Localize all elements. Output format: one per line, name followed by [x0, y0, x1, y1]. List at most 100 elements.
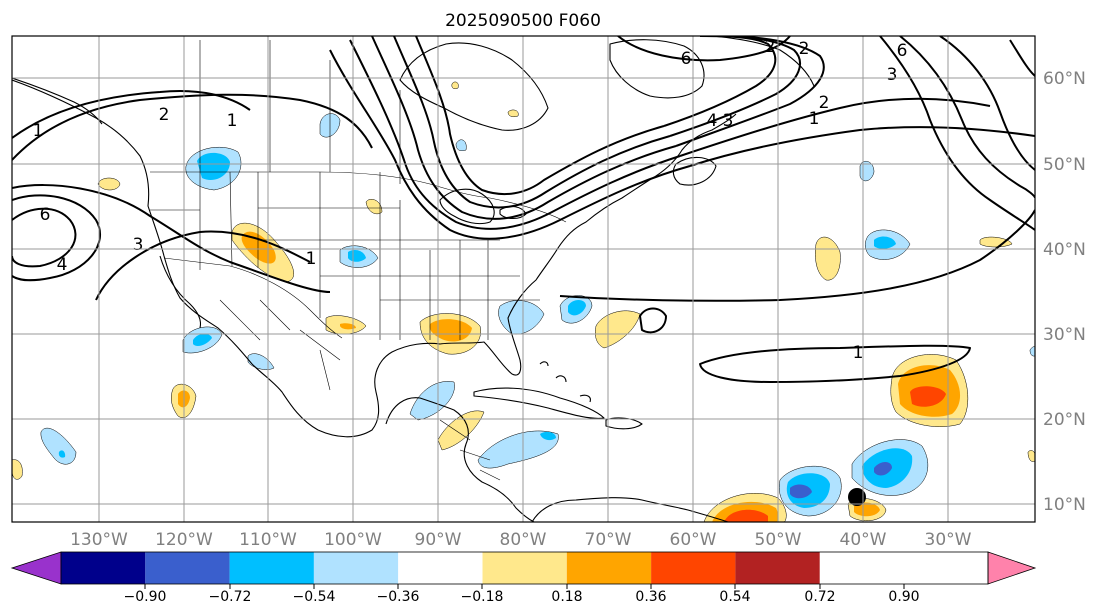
- colorbar-frame: [60, 551, 989, 585]
- colorbar-segment: [145, 552, 230, 584]
- colorbar-max-extension: [987, 551, 1037, 585]
- warm-patch: [507, 109, 519, 118]
- contour-label: 6: [40, 205, 51, 225]
- north-america-coastline: [12, 79, 737, 438]
- contour-label: 1: [853, 343, 864, 363]
- hispaniola-coastline: [605, 417, 643, 430]
- colorbar-label: −0.72: [209, 589, 252, 605]
- central-america-lines: [439, 419, 501, 481]
- contour-label: 2: [819, 93, 830, 113]
- map-title: 2025090500 F060: [445, 11, 601, 31]
- lat-label: 50°N: [1043, 155, 1086, 175]
- shaded-fields: [12, 81, 1035, 522]
- map-panel: 1 2 1 6 3 4 1 2 6 2 3 4 1 2 3 6 1: [11, 35, 1036, 523]
- lon-label: 60°W: [670, 530, 717, 550]
- contour-line: [12, 194, 102, 282]
- warm-patch: [12, 459, 23, 480]
- contour-label: 6: [897, 41, 908, 61]
- contour-line: [699, 344, 971, 383]
- warm-patch: [340, 323, 356, 330]
- warm-patch: [97, 177, 121, 191]
- contour-line: [1009, 39, 1035, 77]
- greenland-labrador-coastline: [609, 36, 815, 99]
- lon-label: 100°W: [324, 530, 382, 550]
- blue-patch: [58, 450, 66, 458]
- contour-label: 6: [681, 49, 692, 69]
- colorbar-segment: [229, 552, 314, 584]
- blue-patch: [540, 431, 556, 441]
- lat-labels: 60°N 50°N 40°N 30°N 20°N 10°N: [1043, 69, 1086, 515]
- colorbar-segment: [735, 552, 820, 584]
- lon-label: 50°W: [755, 530, 802, 550]
- graticule: [12, 36, 1035, 522]
- warm-patch: [815, 236, 841, 281]
- lon-label: 80°W: [500, 530, 547, 550]
- warm-patch: [241, 231, 276, 264]
- colorbar: −0.90 −0.72 −0.54 −0.36 −0.18 0.18 0.36 …: [10, 551, 1037, 605]
- lat-label: 60°N: [1043, 69, 1086, 89]
- contour-line: [393, 36, 671, 209]
- alaska-coastline: [12, 77, 103, 125]
- warm-patch: [1027, 450, 1035, 462]
- contour-label: 4: [707, 111, 718, 131]
- contour-label: 4: [57, 255, 68, 275]
- blue-patch: [193, 333, 212, 346]
- cuba-coastline: [473, 387, 605, 419]
- warm-patch: [724, 509, 768, 522]
- contour-line: [617, 36, 791, 62]
- colorbar-segment: [61, 552, 146, 584]
- lon-labels: 130°W 120°W 110°W 100°W 90°W 80°W 70°W 6…: [70, 530, 972, 550]
- colorbar-label: −0.90: [124, 589, 167, 605]
- bahamas-coastline: [539, 361, 591, 403]
- blue-patch: [874, 462, 892, 476]
- gulf-yucatan-coastline: [385, 397, 535, 522]
- contour-label: 2: [799, 39, 810, 59]
- lat-label: 20°N: [1043, 410, 1086, 430]
- contour-label: 1: [306, 249, 317, 269]
- colorbar-label: 0.36: [635, 589, 666, 605]
- contour-line: [329, 49, 691, 240]
- contour-line: [663, 36, 777, 127]
- lon-label: 30°W: [925, 530, 972, 550]
- warm-patch: [595, 310, 641, 349]
- warm-patch: [979, 236, 1013, 248]
- contour-line: [349, 39, 681, 230]
- canada-province-lines: [199, 40, 401, 184]
- warm-patch: [451, 81, 459, 90]
- colorbar-label: −0.18: [461, 589, 504, 605]
- contours: [12, 36, 1035, 383]
- blue-patch: [455, 139, 467, 151]
- lon-label: 70°W: [585, 530, 632, 550]
- baja-coastline: [159, 255, 202, 329]
- colorbar-ticks: [144, 584, 905, 589]
- blue-patch: [40, 427, 77, 465]
- lat-label: 40°N: [1043, 240, 1086, 260]
- contour-labels: 1 2 1 6 3 4 1 2 6 2 3 4 1 2 3 6 1: [33, 37, 908, 363]
- warm-patch: [429, 319, 472, 342]
- contour-line: [675, 36, 825, 147]
- contour-label: 1: [33, 121, 44, 141]
- contour-label: 3: [133, 235, 144, 255]
- contour-line: [689, 126, 1035, 167]
- colorbar-label: −0.54: [293, 589, 336, 605]
- borders: [150, 40, 567, 481]
- lon-label: 90°W: [415, 530, 462, 550]
- contour-label: 1: [809, 109, 820, 129]
- colorbar-segment: [651, 552, 736, 584]
- contour-label: 2: [159, 105, 170, 125]
- warm-patch: [365, 199, 383, 215]
- location-marker: [848, 488, 866, 506]
- colorbar-label: 0.72: [804, 589, 835, 605]
- us-state-lines: [150, 171, 540, 340]
- colorbar-label: 0.90: [888, 589, 919, 605]
- colorbar-segment: [398, 552, 483, 584]
- colorbar-segment: [313, 552, 399, 584]
- contour-line: [639, 307, 667, 334]
- contour-label: 3: [723, 111, 734, 131]
- us-canada-border: [150, 171, 567, 223]
- blue-patch: [568, 300, 586, 316]
- blue-patch: [197, 152, 230, 181]
- colorbar-min-extension: [10, 551, 62, 585]
- lon-label: 130°W: [70, 530, 128, 550]
